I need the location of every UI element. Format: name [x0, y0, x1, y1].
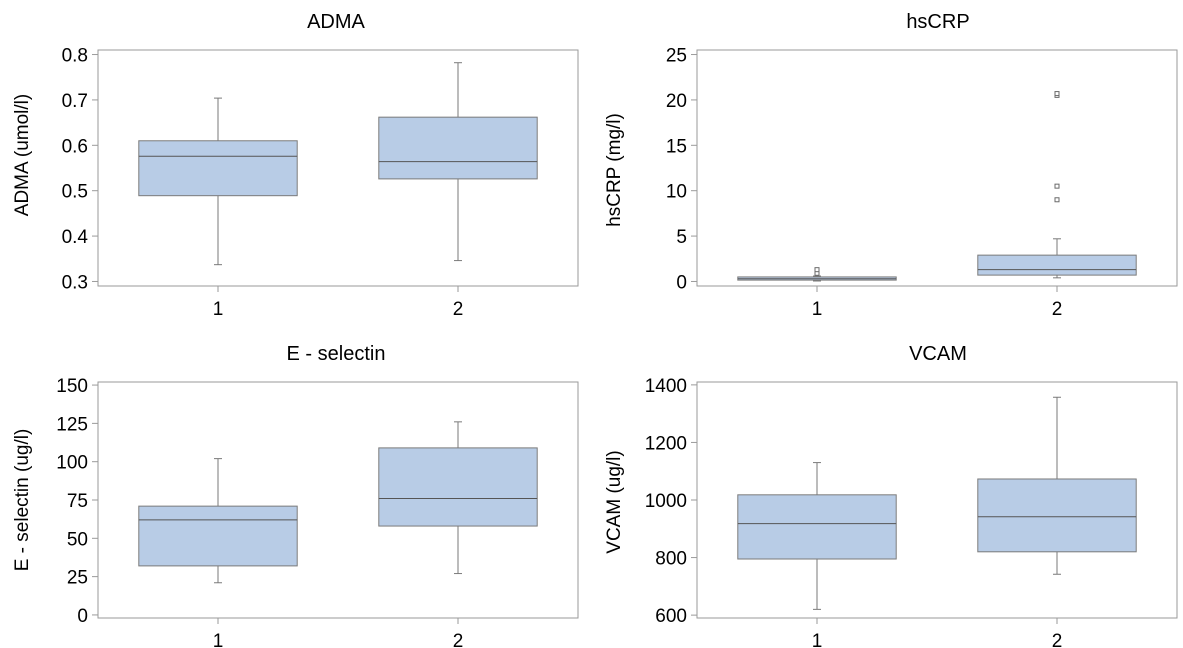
chart-title: ADMA: [307, 11, 365, 33]
y-tick-label: 0: [676, 272, 687, 293]
box-group: [977, 396, 1137, 575]
outlier-point: [814, 267, 820, 273]
x-tick-label: 2: [453, 631, 464, 648]
y-tick-label: 800: [655, 549, 687, 570]
y-tick-label: 0: [77, 606, 88, 627]
marks: 0 25 50 75 100 125 150 1 2: [56, 376, 538, 648]
y-tick-label: 600: [655, 606, 687, 627]
plot-frame: [696, 49, 1178, 287]
box-group: [378, 62, 538, 262]
y-tick-label: 20: [666, 91, 687, 112]
panel-hscrp: hsCRP hsCRP (mg/l) 0 5 10 15 20 25 1 2: [604, 11, 1178, 320]
chart-title: hsCRP: [906, 11, 969, 33]
panel-e-selectin: E - selectin E - selectin (ug/l) 0 25 50 75…: [12, 343, 579, 648]
y-tick-label: 0.8: [62, 46, 88, 67]
y-tick-label: 1400: [645, 376, 687, 397]
chart-title: VCAM: [909, 343, 967, 365]
marks: 0 5 10 15 20 25 1 2: [666, 46, 1137, 320]
y-axis-label: VCAM (ug/l): [604, 450, 625, 553]
box-group: [737, 462, 897, 610]
panel-adma: ADMA ADMA (umol/l) 0.3 0.4 0.5 0.6 0.7 0.8 1 2: [12, 11, 579, 320]
y-tick-label: 150: [56, 376, 88, 397]
panel-vcam: VCAM VCAM (ug/l) 600 800 1000 1200 1400 1 2: [604, 343, 1178, 648]
y-tick-label: 0.6: [62, 136, 88, 157]
box: [977, 478, 1137, 553]
y-tick-label: 1000: [645, 491, 687, 512]
chart-title: E - selectin: [287, 343, 386, 365]
y-tick-label: 15: [666, 136, 687, 157]
box: [138, 140, 298, 197]
outlier-point: [1054, 197, 1060, 203]
y-tick-label: 1200: [645, 433, 687, 454]
box-group: [138, 97, 298, 266]
box: [737, 494, 897, 560]
y-tick-label: 125: [56, 414, 88, 435]
y-tick-label: 75: [67, 491, 88, 512]
y-tick-label: 10: [666, 182, 687, 203]
y-axis-label: ADMA (umol/l): [12, 94, 33, 216]
y-tick-label: 0.4: [62, 227, 89, 248]
marks: 600 800 1000 1200 1400 1 2: [645, 376, 1137, 648]
x-tick-label: 1: [213, 631, 224, 648]
box-group: [378, 421, 538, 575]
y-tick-label: 0.7: [62, 91, 88, 112]
box-group: [737, 267, 897, 282]
y-tick-label: 5: [676, 227, 687, 248]
box: [138, 505, 298, 567]
box-group: [138, 458, 298, 584]
box-group: [977, 91, 1137, 279]
box: [378, 447, 538, 527]
x-tick-label: 1: [812, 299, 823, 320]
x-tick-label: 2: [1052, 299, 1063, 320]
x-tick-label: 2: [1052, 631, 1063, 648]
y-axis-label: E - selectin (ug/l): [12, 429, 33, 572]
outlier-point: [1054, 91, 1060, 97]
y-axis-label: hsCRP (mg/l): [604, 113, 625, 227]
box: [378, 116, 538, 180]
y-tick-label: 50: [67, 529, 88, 550]
y-tick-label: 0.3: [62, 272, 88, 293]
box: [977, 254, 1137, 276]
y-tick-label: 25: [67, 568, 88, 589]
marks: 0.3 0.4 0.5 0.6 0.7 0.8 1 2: [62, 46, 538, 320]
x-tick-label: 2: [453, 299, 464, 320]
y-tick-label: 0.5: [62, 182, 88, 203]
x-tick-label: 1: [213, 299, 224, 320]
x-tick-label: 1: [812, 631, 823, 648]
outlier-point: [1054, 183, 1060, 189]
y-tick-label: 25: [666, 46, 687, 67]
y-tick-label: 100: [56, 453, 88, 474]
plot-frame: [97, 49, 579, 287]
